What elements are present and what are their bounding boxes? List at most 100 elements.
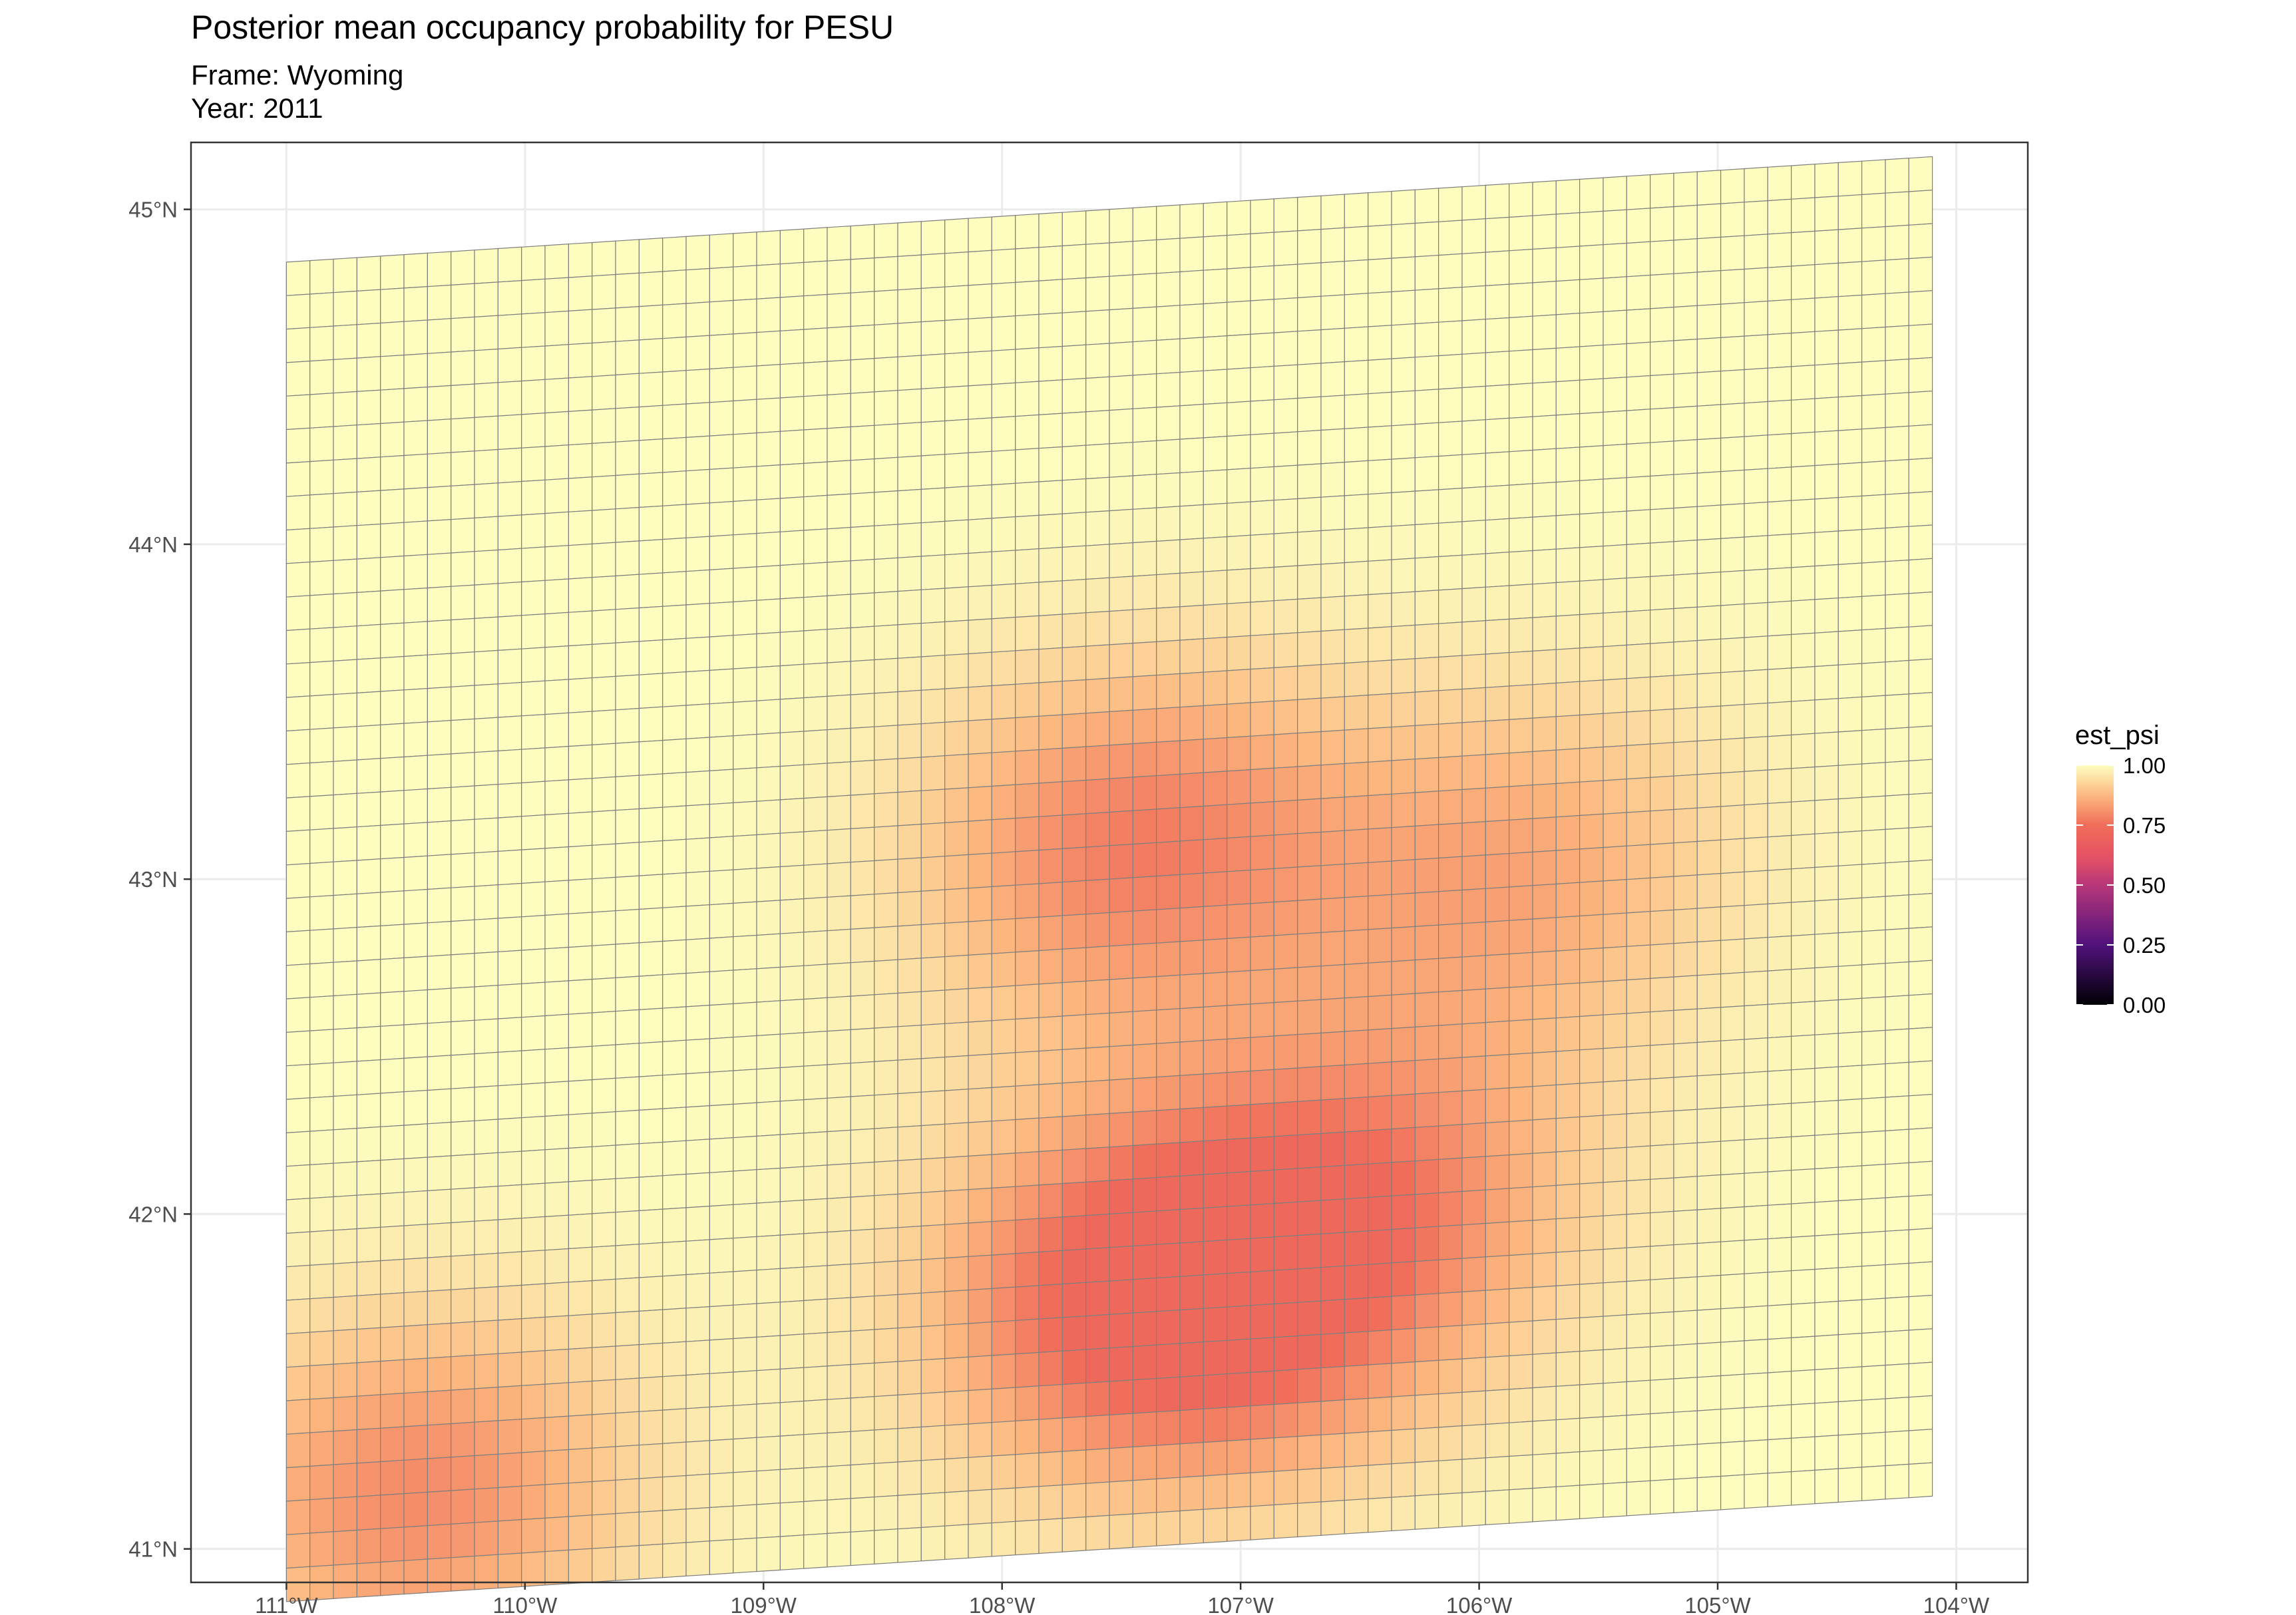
occupancy-cell [1368, 961, 1392, 997]
occupancy-cell [1673, 305, 1698, 341]
occupancy-cell [1555, 781, 1581, 818]
occupancy-cell [1744, 1473, 1768, 1509]
occupancy-cell [1368, 190, 1392, 227]
occupancy-cell [1744, 501, 1768, 538]
occupancy-cell [1532, 1486, 1557, 1523]
occupancy-cell [1414, 590, 1439, 626]
occupancy-cell [1438, 1157, 1463, 1194]
occupancy-cell [1696, 303, 1722, 340]
occupancy-cell [991, 1320, 1016, 1356]
occupancy-cell [920, 721, 946, 758]
occupancy-cell [709, 1271, 734, 1308]
occupancy-cell [897, 422, 922, 458]
occupancy-cell [1579, 210, 1604, 247]
occupancy-cell [1861, 260, 1886, 296]
occupancy-cell [1273, 1369, 1298, 1405]
occupancy-cell [1038, 647, 1063, 683]
occupancy-cell [756, 866, 781, 902]
occupancy-cell [1061, 679, 1087, 715]
occupancy-cell [1414, 690, 1439, 727]
occupancy-cell [1720, 1474, 1745, 1511]
occupancy-cell [497, 1519, 522, 1555]
occupancy-cell [1156, 305, 1181, 341]
occupancy-cell [1485, 853, 1510, 889]
occupancy-cell [1015, 514, 1040, 551]
occupancy-cell [544, 1415, 570, 1452]
occupancy-cell [1344, 560, 1369, 597]
occupancy-cell [897, 790, 922, 826]
occupancy-cell [850, 1296, 875, 1332]
occupancy-cell [1579, 345, 1604, 381]
occupancy-cell [803, 1466, 828, 1503]
occupancy-cell [592, 575, 616, 612]
occupancy-cell [1320, 863, 1345, 900]
occupancy-cell [474, 415, 499, 452]
occupancy-cell [1015, 1184, 1040, 1221]
legend-label: 0.25 [2123, 933, 2166, 958]
occupancy-cell [1085, 811, 1110, 848]
occupancy-cell [1203, 1139, 1228, 1175]
occupancy-cell [451, 1120, 475, 1157]
occupancy-cell [1814, 1435, 1839, 1471]
occupancy-cell [521, 1451, 546, 1487]
occupancy-cell [709, 266, 734, 303]
occupancy-cell [356, 624, 381, 660]
occupancy-cell [709, 635, 734, 671]
occupancy-cell [1438, 1492, 1463, 1528]
y-tick-label: 42°N [128, 1202, 178, 1226]
occupancy-cell [1344, 995, 1369, 1032]
occupancy-cell [403, 1089, 429, 1126]
occupancy-cell [1038, 1250, 1063, 1286]
occupancy-cell [592, 1278, 616, 1315]
occupancy-cell [850, 826, 875, 863]
occupancy-cell [1015, 1084, 1040, 1121]
occupancy-cell [1532, 448, 1557, 484]
occupancy-cell [1603, 979, 1627, 1015]
occupancy-cell [1650, 273, 1674, 309]
occupancy-cell [1344, 1431, 1369, 1468]
occupancy-cell [756, 933, 781, 970]
occupancy-cell [380, 254, 405, 290]
occupancy-cell [1085, 644, 1110, 681]
occupancy-cell [592, 1077, 616, 1114]
occupancy-cell [1791, 866, 1816, 903]
occupancy-cell [1203, 837, 1228, 874]
occupancy-cell [920, 554, 946, 590]
occupancy-cell [521, 613, 546, 649]
occupancy-cell [897, 757, 922, 793]
occupancy-cell [1414, 824, 1439, 860]
occupancy-cell [1273, 967, 1298, 1003]
occupancy-cell [874, 1361, 898, 1397]
occupancy-cell [709, 367, 734, 403]
occupancy-cell [1156, 1108, 1181, 1145]
occupancy-cell [544, 946, 570, 983]
occupancy-cell [1038, 1082, 1063, 1119]
occupancy-cell [1791, 1268, 1816, 1305]
occupancy-cell [1532, 950, 1557, 987]
occupancy-cell [474, 649, 499, 686]
occupancy-cell [1908, 490, 1933, 527]
occupancy-cell [1179, 202, 1204, 239]
occupancy-cell [615, 1244, 640, 1280]
occupancy-cell [709, 1472, 734, 1509]
occupancy-cell [1156, 1477, 1181, 1513]
occupancy-cell [1791, 1436, 1816, 1473]
occupancy-cell [333, 1127, 358, 1164]
occupancy-cell [944, 620, 969, 656]
occupancy-cell [944, 753, 969, 790]
occupancy-cell [333, 1463, 358, 1499]
occupancy-cell [1085, 1481, 1110, 1518]
occupancy-cell [497, 1385, 522, 1421]
occupancy-cell [427, 1557, 452, 1593]
occupancy-cell [1603, 410, 1627, 447]
occupancy-cell [1015, 916, 1040, 953]
occupancy-cell [850, 257, 875, 293]
occupancy-cell [1461, 653, 1486, 690]
occupancy-cell [1485, 183, 1510, 220]
occupancy-cell [1085, 1314, 1110, 1350]
occupancy-cell [1744, 1439, 1768, 1475]
occupancy-cell [1744, 1405, 1768, 1442]
occupancy-cell [1485, 753, 1510, 789]
occupancy-cell [474, 750, 499, 787]
occupancy-cell [1368, 291, 1392, 327]
